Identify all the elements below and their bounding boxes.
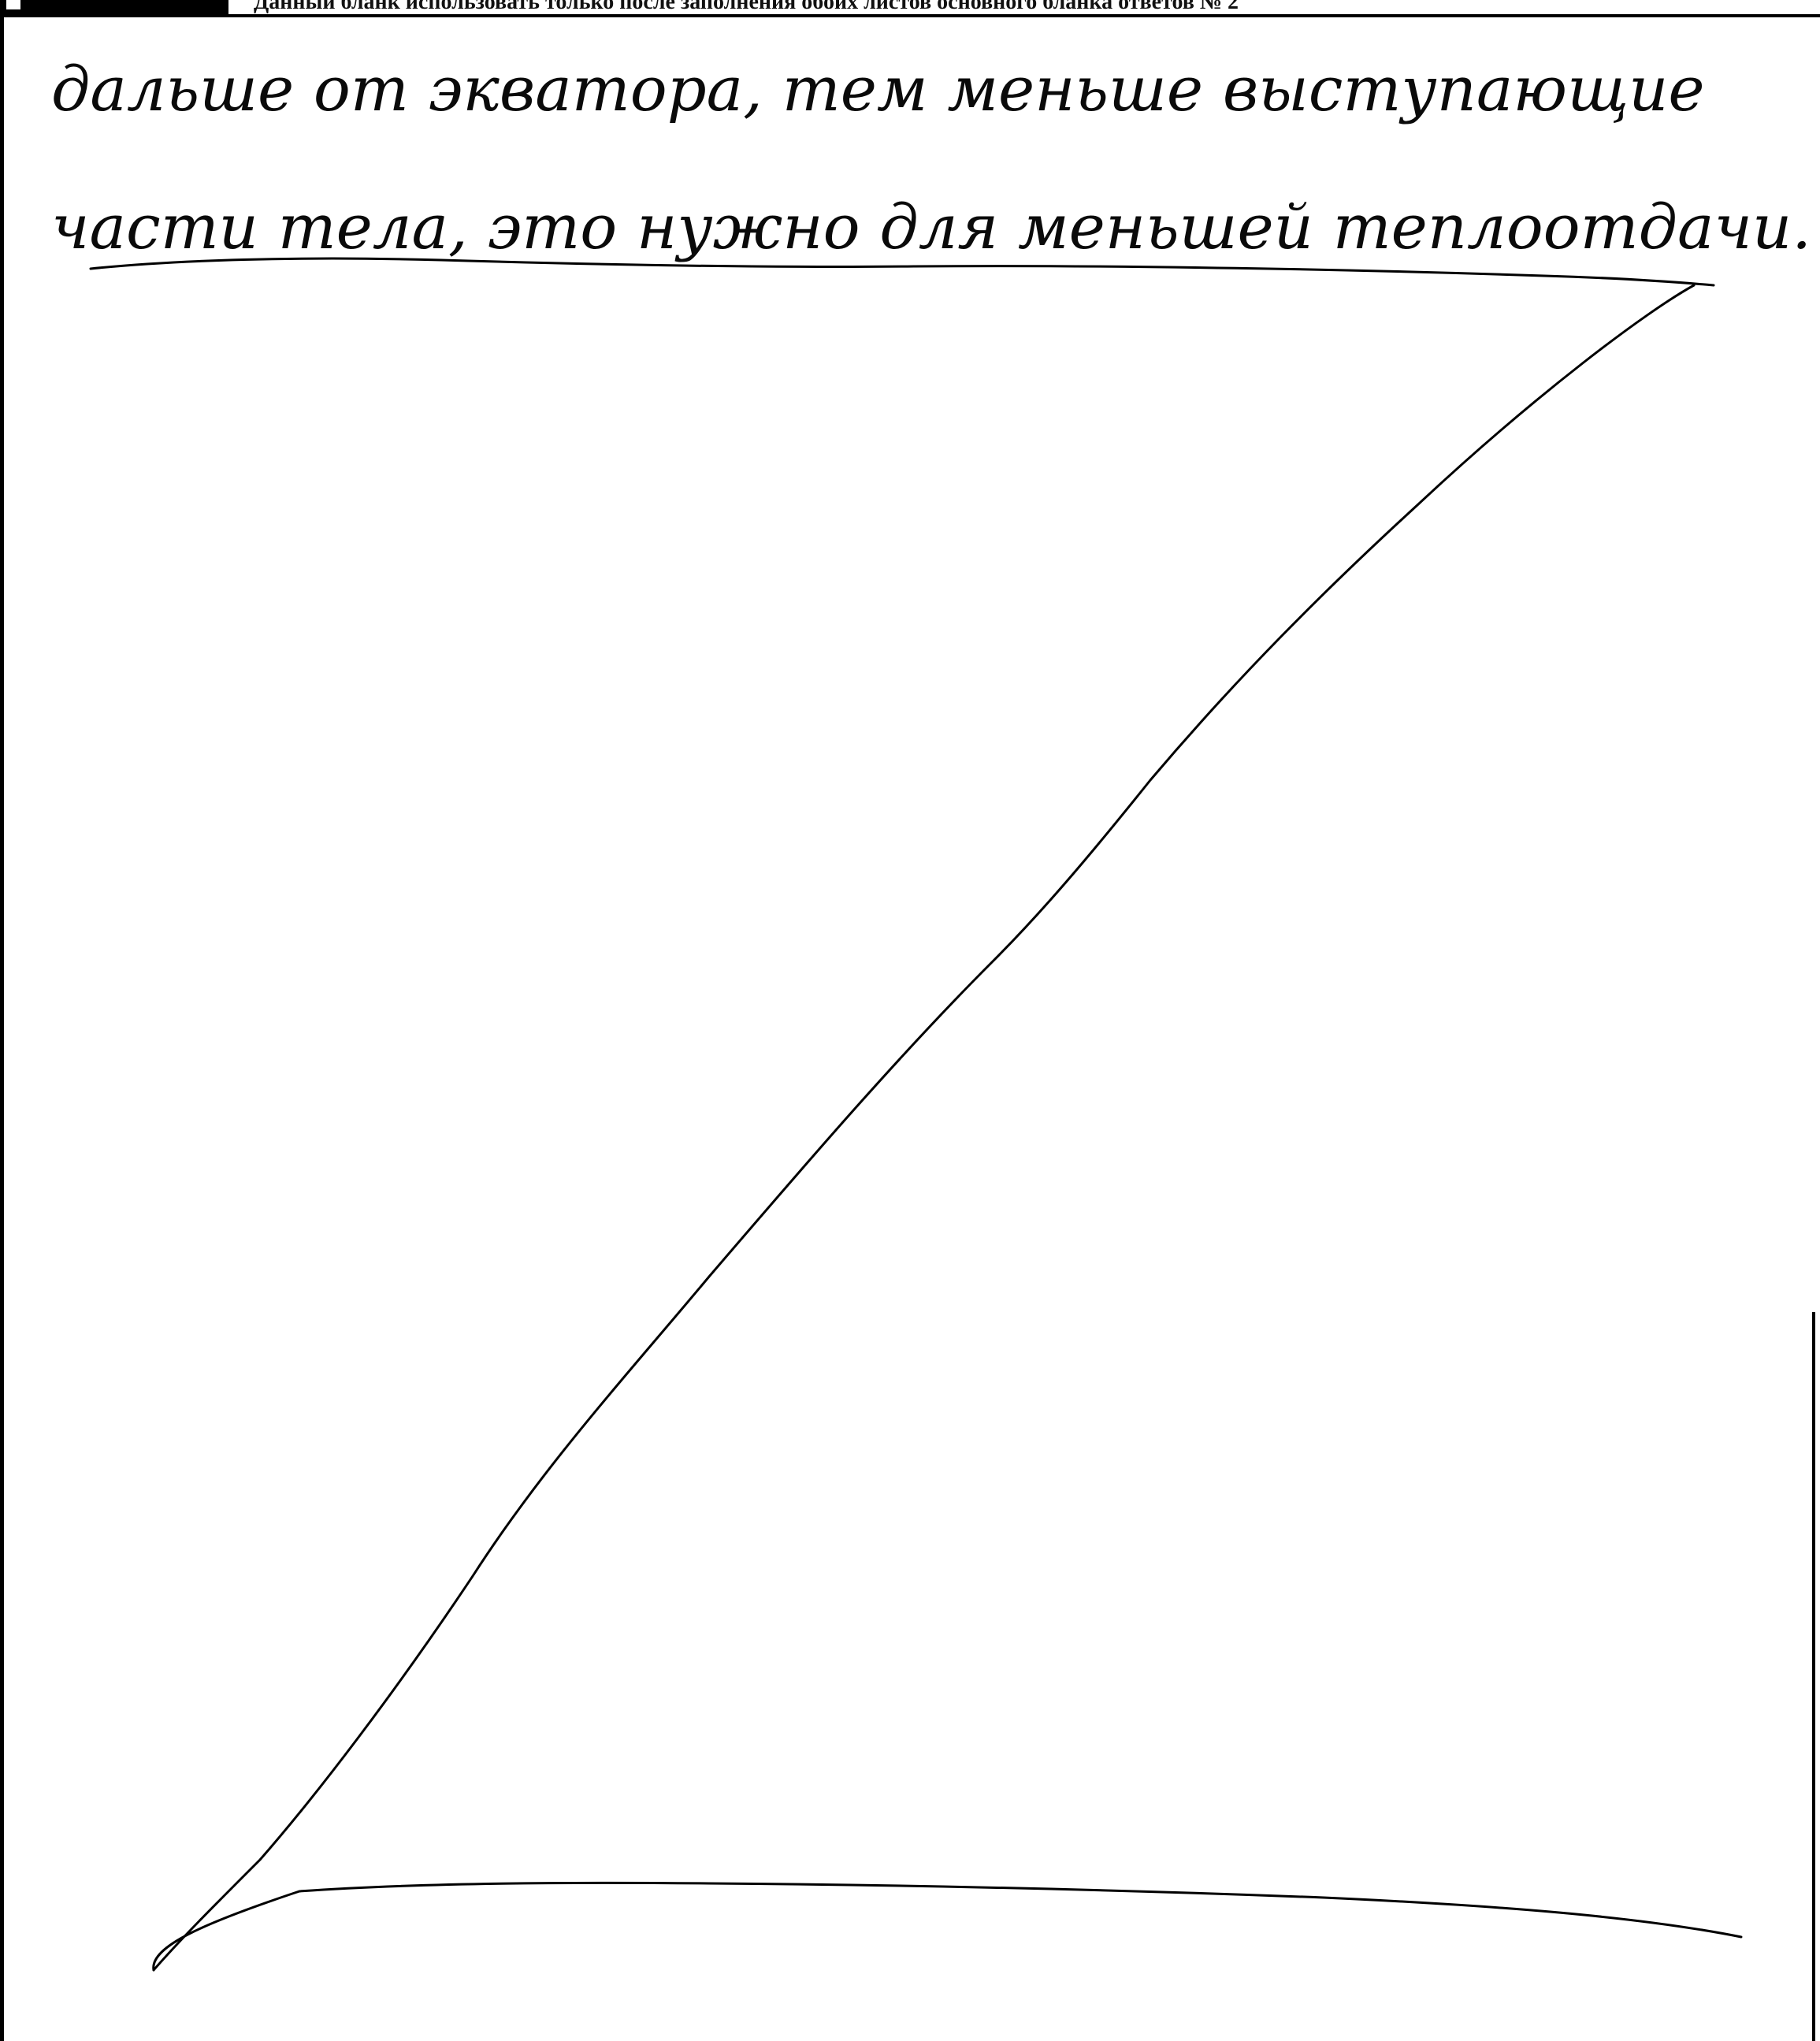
- z-top-line: [89, 257, 1715, 287]
- form-instruction-text: Данный бланк использовать только после з…: [254, 0, 1239, 14]
- answer-line-2: части тела, это нужно для меньшей теплоо…: [51, 192, 1811, 263]
- answer-sheet-frame: [0, 14, 1820, 2041]
- z-bottom-line: [152, 1881, 1743, 1972]
- form-code-block: [0, 0, 228, 16]
- form-code-marker: [6, 0, 20, 9]
- form-header-strip: Данный бланк использовать только после з…: [0, 0, 1820, 16]
- right-border-segment: [1812, 1312, 1815, 2041]
- answer-line-1: дальше от экватора, тем меньше выступающ…: [51, 54, 1705, 125]
- z-diagonal-line: [152, 284, 1696, 1972]
- z-cancel-mark: [89, 257, 1743, 1972]
